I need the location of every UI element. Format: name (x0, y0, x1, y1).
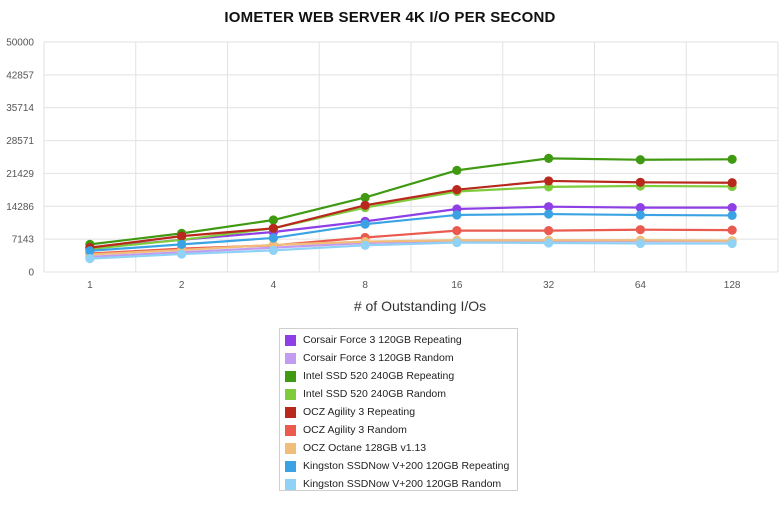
data-point (727, 238, 737, 249)
data-point (635, 210, 645, 220)
data-point (727, 178, 737, 188)
data-point (360, 192, 370, 203)
legend-label: Intel SSD 520 240GB Random (303, 388, 447, 400)
data-point (268, 233, 278, 243)
legend-label: Intel SSD 520 240GB Repeating (303, 370, 455, 382)
legend-item: Corsair Force 3 120GB Random (285, 349, 517, 367)
data-point (360, 240, 370, 250)
legend-swatch (285, 370, 296, 382)
data-point (268, 245, 278, 255)
legend-item: Intel SSD 520 240GB Random (285, 385, 517, 403)
x-axis-title: # of Outstanding I/Os (353, 298, 487, 314)
legend-item: OCZ Agility 3 Repeating (285, 403, 517, 421)
legend-item: Kingston SSDNow V+200 120GB Random (285, 475, 517, 493)
data-point (544, 202, 554, 212)
series-line (89, 212, 733, 252)
legend-item: Corsair Force 3 120GB Repeating (285, 331, 517, 349)
x-tick-label: 64 (635, 280, 647, 291)
legend-swatch (285, 460, 296, 472)
legend-label: Kingston SSDNow V+200 120GB Repeating (303, 460, 510, 472)
x-tick-label: 4 (271, 280, 277, 291)
data-point (268, 223, 278, 233)
data-point (452, 210, 462, 220)
data-point (727, 210, 737, 221)
y-tick-label: 0 (28, 268, 34, 279)
data-point (544, 238, 554, 248)
legend-label: OCZ Agility 3 Random (303, 424, 407, 436)
legend-label: Kingston SSDNow V+200 120GB Random (303, 478, 502, 490)
x-tick-label: 16 (451, 280, 463, 291)
data-point (452, 165, 462, 175)
y-tick-label: 35714 (6, 103, 34, 114)
data-point (452, 226, 462, 236)
data-point (727, 225, 737, 235)
series-line (89, 157, 733, 246)
legend-label: OCZ Agility 3 Repeating (303, 406, 416, 418)
legend-item: Kingston SSDNow V+200 120GB Repeating (285, 457, 517, 475)
x-tick-labels: 1 2 4 8 16 32 64 128 (87, 280, 741, 291)
series-2 (85, 153, 737, 249)
y-tick-label: 14286 (6, 202, 34, 213)
y-tick-label: 21429 (6, 169, 34, 180)
data-point (85, 254, 95, 264)
data-point (635, 238, 645, 249)
data-point (452, 185, 462, 195)
legend-swatch (285, 424, 296, 436)
legend-label: OCZ Octane 128GB v1.13 (303, 442, 427, 454)
data-point (544, 209, 554, 219)
series-layer (85, 153, 737, 264)
data-point (177, 231, 187, 241)
series-line (89, 184, 733, 251)
data-point (360, 200, 370, 210)
data-point (635, 177, 645, 187)
data-point (177, 249, 187, 259)
series-line (89, 241, 733, 260)
legend-item: Intel SSD 520 240GB Repeating (285, 367, 517, 385)
data-point (727, 203, 737, 213)
x-tick-label: 8 (362, 280, 368, 291)
legend-label: Corsair Force 3 120GB Repeating (303, 334, 462, 346)
data-point (177, 239, 187, 249)
y-tick-label: 7143 (12, 235, 35, 246)
y-tick-label: 28571 (6, 136, 34, 147)
legend: Corsair Force 3 120GB Repeating Corsair F… (279, 328, 518, 491)
y-tick-labels: 0 7143 14286 21429 28571 35714 42857 50000 (6, 38, 34, 279)
data-point (544, 226, 554, 236)
data-point (635, 225, 645, 235)
data-point (727, 154, 737, 164)
series-line (89, 179, 733, 249)
legend-swatch (285, 442, 296, 454)
series-7 (85, 209, 737, 256)
data-point (544, 176, 554, 186)
x-tick-label: 32 (543, 280, 555, 291)
legend-swatch (285, 352, 296, 364)
legend-swatch (285, 388, 296, 400)
legend-swatch (285, 478, 296, 490)
data-point (635, 203, 645, 213)
y-tick-label: 50000 (6, 38, 34, 49)
legend-label: Corsair Force 3 120GB Random (303, 352, 454, 364)
data-point (635, 155, 645, 165)
series-8 (85, 237, 737, 264)
series-line (89, 239, 733, 256)
legend-swatch (285, 406, 296, 418)
y-tick-label: 42857 (6, 70, 34, 81)
x-tick-label: 128 (724, 280, 741, 291)
legend-item: OCZ Octane 128GB v1.13 (285, 439, 517, 457)
data-point (360, 219, 370, 229)
data-point (85, 246, 95, 256)
data-point (268, 215, 278, 225)
legend-swatch (285, 334, 296, 346)
data-point (544, 153, 554, 163)
x-tick-label: 1 (87, 280, 93, 291)
x-tick-label: 2 (179, 280, 185, 291)
legend-item: OCZ Agility 3 Random (285, 421, 517, 439)
chart-title: IOMETER WEB SERVER 4K I/O PER SECOND (224, 9, 556, 26)
data-point (452, 237, 462, 248)
